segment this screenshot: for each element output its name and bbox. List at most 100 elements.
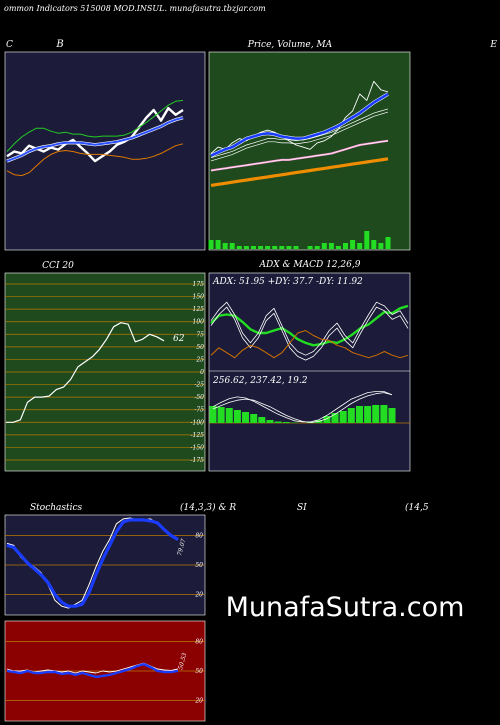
macd-histogram-bar: [258, 417, 266, 423]
rsi-title: SI: [297, 503, 307, 513]
cci-line: [6, 322, 165, 423]
price-line-orange: [210, 157, 389, 187]
cci-tick-label: 125: [193, 306, 205, 313]
macd-histogram-bar: [274, 421, 282, 423]
macd-histogram-bar: [290, 422, 298, 423]
volume-bar: [286, 246, 292, 249]
stoch-title-mid: (14,3,3) & R: [180, 502, 236, 513]
macd-histogram-bar: [356, 406, 363, 423]
macd-histogram-bar: [250, 414, 258, 423]
volume-bar: [208, 240, 214, 249]
volume-bar: [258, 246, 264, 249]
macd-line: [212, 391, 393, 423]
cci-tick-label: 75: [196, 331, 204, 338]
cci-tick-label: 0: [200, 369, 204, 376]
volume-bar: [222, 243, 228, 249]
cci-tick-label: 150: [193, 294, 205, 301]
bollinger-panel: [4, 51, 206, 251]
cci-tick-label: 50: [196, 344, 204, 351]
volume-bar: [328, 243, 334, 249]
price-ma-white-b2: [210, 111, 389, 162]
stoch-tick-label: 80: [195, 533, 203, 540]
stoch-tick-label: 50: [195, 562, 203, 569]
macd-histogram-bar: [217, 407, 225, 423]
volume-bar: [307, 246, 313, 249]
volume-bar: [293, 246, 299, 249]
price-ma-white-2: [210, 108, 389, 159]
stoch-title: Stochastics: [30, 503, 83, 513]
volume-bar: [378, 243, 384, 249]
macd-histogram-bar: [347, 408, 355, 423]
cci-tick-label: -25: [194, 382, 204, 389]
volume-bar: [335, 246, 341, 249]
macd-histogram-bar: [233, 410, 241, 423]
cci-title: CCI 20: [42, 261, 74, 271]
price-panel: [208, 51, 411, 251]
cci-tick-label: -75: [194, 407, 204, 414]
volume-bar: [229, 243, 235, 249]
adx-plusdi-line: [210, 301, 409, 356]
stoch-value-label: 79.07: [176, 538, 187, 557]
volume-bar: [371, 240, 377, 249]
rsi-title-right: (14,5: [405, 502, 429, 513]
macd-histogram-bar: [364, 406, 372, 423]
cci-tick-label: 25: [195, 356, 204, 363]
price-title: Price, Volume, MA: [247, 40, 333, 50]
adx-readout: ADX: 51.95 +DY: 37.7 -DY: 11.92: [212, 277, 363, 287]
watermark: MunafaSutra.com: [226, 592, 465, 623]
cci-tick-label: 100: [193, 319, 205, 326]
volume-bar: [243, 246, 249, 249]
volume-bar: [251, 246, 256, 249]
cci-value-label: 62: [173, 334, 185, 344]
volume-bar: [236, 246, 242, 249]
macd-histogram-bar: [282, 422, 290, 423]
macd-histogram-bar: [339, 411, 347, 423]
macd-readout: 256.62, 237.42, 19.2: [212, 376, 308, 386]
rsi-line-blue: [6, 662, 179, 679]
macd-histogram-bar: [380, 405, 388, 423]
macd-histogram-bar: [266, 420, 274, 423]
macd-histogram-bar: [225, 408, 233, 423]
bollinger-title: B: [55, 39, 63, 50]
bollinger-line-orange: [6, 143, 184, 177]
macd-histogram-bar: [209, 406, 217, 423]
price-ma-pink-core: [210, 140, 389, 171]
chart-header: ommon Indicators 515008 MOD.INSUL. munaf…: [4, 4, 266, 13]
cci-tick-label: -125: [191, 432, 205, 439]
rsi-tick-label: 80: [195, 639, 203, 646]
cci-tick-label: -100: [191, 419, 205, 426]
volume-bar: [314, 246, 320, 249]
adx-title: ADX & MACD 12,26,9: [259, 260, 361, 270]
rsi-tick-label: 50: [195, 668, 203, 675]
volume-bar: [350, 240, 356, 249]
bollinger-line-blue: [6, 116, 184, 163]
macd-histogram-bar: [323, 416, 331, 423]
bollinger-right-label: E: [489, 40, 497, 50]
adx-line-green: [210, 304, 409, 347]
macd-signal-line: [212, 392, 393, 423]
rsi-value-label: 50.53: [177, 652, 188, 671]
cci-tick-label: -50: [194, 394, 204, 401]
adx-plusdi-line-b: [210, 306, 409, 361]
adx-panel: [208, 272, 411, 472]
volume-bar: [343, 243, 348, 249]
stoch-tick-label: 20: [194, 591, 203, 598]
macd-histogram-bar: [388, 408, 396, 423]
volume-bar: [279, 246, 285, 249]
macd-histogram-bar: [242, 412, 249, 423]
adx-line-orange: [210, 330, 409, 359]
cci-tick-label: 175: [193, 281, 205, 288]
stoch-line-blue: [6, 518, 179, 608]
macd-histogram-bar: [372, 405, 380, 423]
rsi-tick-label: 20: [194, 697, 203, 704]
bollinger-left-label: C: [6, 40, 13, 50]
cci-tick-label: -150: [191, 444, 205, 451]
price-line-blue: [210, 92, 389, 157]
macd-histogram-bar: [331, 413, 339, 423]
volume-bar: [321, 243, 327, 249]
volume-bar: [364, 231, 370, 249]
cci-tick-label: -175: [191, 457, 205, 464]
volume-bar: [215, 240, 221, 249]
volume-bar: [357, 243, 363, 249]
